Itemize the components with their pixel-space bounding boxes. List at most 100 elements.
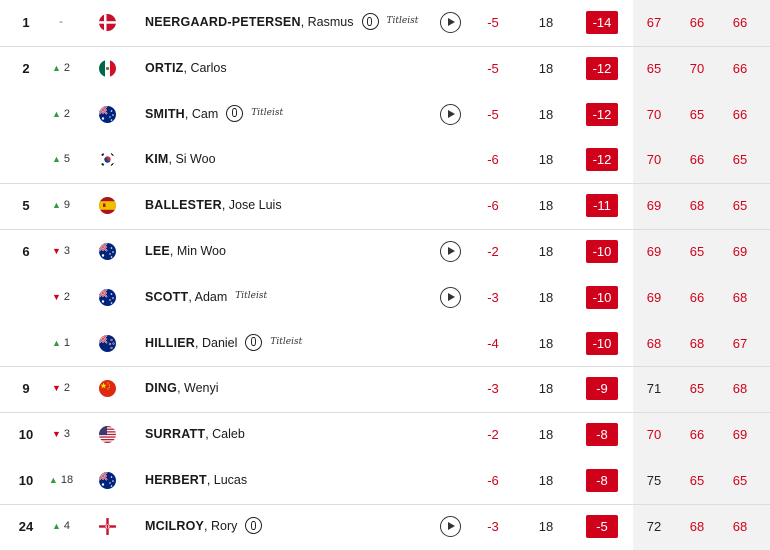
round-3-score: 67 [732,335,748,351]
round-3-score: 68 [732,289,748,305]
round-3-score: 66 [732,106,748,122]
position-change: ▲ 5 [44,137,78,182]
position-change: ▼ 2 [44,366,78,411]
player-row[interactable]: 9 ▼ 2 DING, Wenyi -3 18 -9 71 65 68 [0,366,770,411]
position-change-value: 1 [63,336,71,349]
player-surname: NEERGAARD-PETERSEN [145,15,301,29]
round-3-score: 65 [732,473,748,488]
round-3-score: 65 [732,198,748,214]
flag-au-icon [99,288,116,306]
name-comma: , [168,152,176,167]
holes-thru: 18 [538,60,554,76]
player-name[interactable]: MCILROY, Rory [145,504,263,549]
arrow-down-icon: ▼ [51,383,61,394]
total-score-badge: -10 [586,240,618,263]
holes-thru: 18 [538,198,554,214]
player-row[interactable]: 2 ▲ 2 ORTIZ, Carlos -5 18 -12 65 70 66 [0,45,770,91]
player-first-name: Min Woo [176,244,226,258]
round-1-score: 67 [646,15,662,30]
total-score-badge: -14 [586,11,618,34]
player-name[interactable]: HILLIER, Daniel Titleist [145,321,302,366]
arrow-up-icon: ▲ [51,108,61,119]
player-name[interactable]: SURRATT, Caleb [145,412,245,457]
today-score: -5 [487,60,499,76]
player-row[interactable]: ▼ 2 SCOTT, Adam Titleist -3 18 -10 69 66 68 [0,275,770,320]
position: 5 [22,198,30,214]
player-row[interactable]: 6 ▼ 3 LEE, Min Woo -2 18 -10 69 65 69 [0,229,770,274]
position-change: ▲ 4 [44,504,78,549]
play-video-icon[interactable] [440,515,461,537]
position-change-value: 5 [63,153,71,166]
position: 9 [22,381,30,397]
play-video-icon[interactable] [440,286,461,308]
position-change: ▼ 2 [44,275,78,320]
player-name[interactable]: SCOTT, Adam Titleist [145,275,267,320]
total-score-badge: -12 [586,56,618,80]
flag-au-icon [99,472,116,489]
today-score: -4 [487,335,499,351]
total-score-badge: -8 [586,423,618,447]
player-first-name: Lucas [213,473,248,487]
total-score-badge: -12 [586,102,618,126]
player-surname: SURRATT [145,427,206,442]
round-3-score: 69 [732,244,748,259]
player-name[interactable]: DING, Wenyi [145,366,219,411]
today-score: -3 [487,289,499,305]
player-first-name: Caleb [212,427,245,442]
holes-thru: 18 [538,244,554,259]
player-first-name: Cam [191,106,219,121]
round-1-score: 70 [646,106,662,122]
player-name[interactable]: SMITH, Cam Titleist [145,92,283,137]
round-1-score: 72 [646,518,662,534]
total-score-badge: -12 [586,148,618,172]
today-score: -3 [487,381,499,397]
round-1-score: 71 [646,381,662,397]
play-video-icon[interactable] [440,12,461,33]
player-first-name: Jose Luis [228,198,282,213]
round-2-score: 66 [689,15,705,30]
player-row[interactable]: ▲ 2 SMITH, Cam Titleist -5 18 -12 70 65 66 [0,92,770,137]
player-row[interactable]: 10 ▼ 3 SURRATT, Caleb -2 18 -8 70 66 69 [0,412,770,457]
player-row[interactable]: ▲ 1 HILLIER, Daniel Titleist -4 18 -10 68 68 67 [0,321,770,366]
today-score: -6 [487,198,499,214]
player-row[interactable]: 10 ▲ 18 HERBERT, Lucas -6 18 -8 75 65 65 [0,458,770,503]
arrow-up-icon: ▲ [51,154,61,165]
player-name[interactable]: HERBERT, Lucas [145,458,247,503]
player-name[interactable]: NEERGAARD-PETERSEN, Rasmus Titleist [145,0,418,45]
position [6,137,46,182]
player-row[interactable]: ▲ 5 KIM, Si Woo -6 18 -12 70 66 65 [0,137,770,182]
player-row[interactable]: 5 ▲ 9 BALLESTER, Jose Luis -6 18 -11 69 68 65 [0,183,770,228]
arrow-down-icon: ▼ [51,246,61,256]
player-name[interactable]: LEE, Min Woo [145,229,226,274]
player-name[interactable]: ORTIZ, Carlos [145,46,227,91]
round-2-score: 65 [689,244,705,259]
player-row[interactable]: 24 ▲ 4 MCILROY, Rory -3 18 -5 72 68 68 [0,503,770,549]
flag-cn-icon [99,380,116,398]
open-champion-badge-icon [245,517,263,534]
player-name[interactable]: KIM, Si Woo [145,137,216,182]
round-1-score: 70 [646,152,662,168]
position: 6 [22,244,30,259]
position: 10 [18,427,34,443]
name-comma: , [184,106,192,121]
today-score: -2 [487,427,499,443]
player-row[interactable]: 1 - NEERGAARD-PETERSEN, Rasmus Titleist -5 18… [0,0,770,45]
position-change: ▼ 3 [44,229,78,274]
position [6,275,46,320]
name-comma: , [204,518,211,533]
arrow-up-icon: ▲ [51,200,61,211]
player-first-name: Adam [194,289,228,304]
play-video-icon[interactable] [440,241,461,262]
arrow-up-icon: ▲ [51,337,61,348]
player-name[interactable]: BALLESTER, Jose Luis [145,183,282,228]
play-video-icon[interactable] [440,103,461,125]
holes-thru: 18 [538,289,554,305]
round-2-score: 66 [689,427,705,443]
round-2-score: 65 [689,106,705,122]
player-first-name: Si Woo [175,152,216,167]
position [6,92,46,137]
position-change: ▼ 3 [44,412,78,457]
total-score-badge: -10 [586,331,618,355]
player-surname: MCILROY [145,518,205,533]
flag-dk-icon [99,14,116,31]
